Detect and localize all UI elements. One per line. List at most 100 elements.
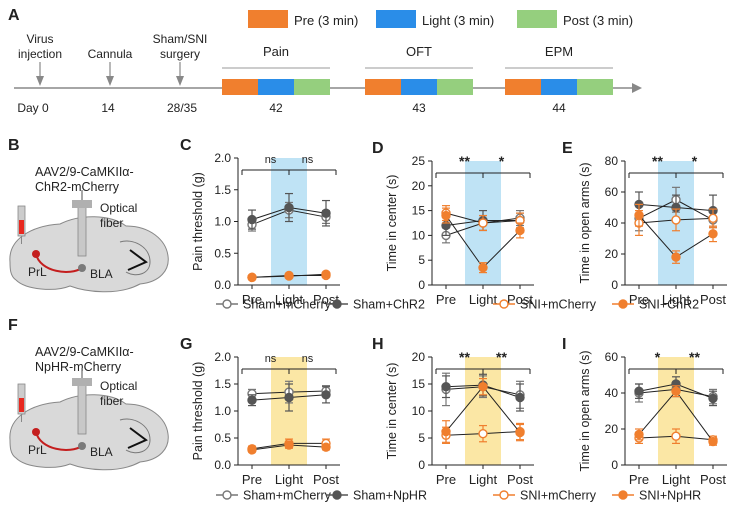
test-oft-post-block bbox=[437, 79, 473, 95]
data-point bbox=[634, 429, 644, 440]
legend-label: Sham+ChR2 bbox=[353, 298, 425, 312]
y-tick-label: 1.0 bbox=[214, 404, 231, 418]
legend-swatch-light bbox=[376, 10, 416, 28]
brain-fold-icon bbox=[119, 418, 151, 454]
test-epm-pre-block bbox=[505, 79, 541, 95]
test-oft: OFT 43 bbox=[365, 44, 473, 115]
x-tick-label: Pre bbox=[242, 472, 262, 487]
sig-label: ns bbox=[302, 154, 314, 166]
y-tick-label: 1.5 bbox=[214, 377, 231, 391]
test-epm-light-block bbox=[541, 79, 577, 95]
y-tick-label: 0 bbox=[611, 278, 618, 292]
legend-item: Sham+mCherry bbox=[216, 489, 332, 503]
test-epm-post-block bbox=[577, 79, 613, 95]
data-point bbox=[634, 386, 644, 396]
legend-label: SNI+NpHR bbox=[639, 489, 701, 503]
y-tick-label: 0.5 bbox=[214, 431, 231, 445]
x-tick-label: Pre bbox=[436, 292, 456, 307]
test-oft-label: OFT bbox=[406, 44, 432, 59]
y-tick-label: 0.0 bbox=[214, 278, 231, 292]
legend-item: SNI+mCherry bbox=[493, 489, 597, 503]
data-point bbox=[515, 225, 525, 236]
y-tick-label: 20 bbox=[605, 422, 619, 436]
legend-marker bbox=[332, 490, 342, 500]
data-point bbox=[247, 445, 257, 455]
sig-label: ns bbox=[302, 353, 314, 365]
sig-label: ns bbox=[265, 154, 277, 166]
y-tick-label: 25 bbox=[412, 154, 426, 168]
series-sni-mcherry bbox=[634, 428, 718, 445]
y-tick-label: 40 bbox=[605, 216, 619, 230]
data-point bbox=[247, 272, 257, 283]
test-epm-day: 44 bbox=[552, 101, 566, 115]
fiber-b-line2: fiber bbox=[100, 216, 123, 230]
test-pain: Pain 42 bbox=[222, 44, 330, 115]
prl-site-icon bbox=[32, 250, 40, 258]
y-tick-label: 0.5 bbox=[214, 246, 231, 260]
y-tick-label: 60 bbox=[605, 185, 619, 199]
legend-label-light: Light (3 min) bbox=[422, 13, 494, 28]
brain-b bbox=[9, 190, 169, 293]
timeline-legend: Pre (3 min) Light (3 min) Post (3 min) bbox=[248, 10, 633, 28]
legend-marker bbox=[222, 299, 232, 309]
data-point bbox=[478, 382, 488, 392]
series-sni-chr2 bbox=[634, 203, 718, 264]
legend-label-pre: Pre (3 min) bbox=[294, 13, 358, 28]
x-tick-label: Pre bbox=[436, 472, 456, 487]
y-tick-label: 1.0 bbox=[214, 215, 231, 229]
panel-label-b: B bbox=[8, 137, 20, 154]
legend-item: Sham+NpHR bbox=[326, 489, 427, 503]
panel-f-diagram: F AAV2/9-CaMKIIα- NpHR-mCherry Optical f… bbox=[8, 317, 169, 471]
data-point bbox=[515, 392, 525, 403]
y-axis-label: Time in open arms (s) bbox=[578, 162, 592, 283]
y-tick-label: 40 bbox=[605, 386, 619, 400]
series-sni-chr2 bbox=[247, 269, 331, 283]
x-tick-label: Light bbox=[275, 472, 304, 487]
sig-label: ** bbox=[459, 349, 470, 365]
test-oft-light-block bbox=[401, 79, 437, 95]
event-surgery-line2: surgery bbox=[160, 47, 200, 61]
test-pain-light-block bbox=[258, 79, 294, 95]
data-point bbox=[478, 428, 488, 439]
y-tick-label: 0 bbox=[611, 458, 618, 472]
series-sni-mcherry bbox=[441, 422, 525, 444]
data-point bbox=[478, 262, 488, 273]
virus-f-line1: AAV2/9-CaMKIIα- bbox=[35, 345, 134, 359]
sig-label: * bbox=[692, 153, 698, 169]
legend-label: SNI+mCherry bbox=[520, 298, 597, 312]
y-tick-label: 60 bbox=[605, 350, 619, 364]
legend-label: SNI+mCherry bbox=[520, 489, 597, 503]
panel-a-timeline: A Pre (3 min) Light (3 min) Post (3 min)… bbox=[8, 7, 642, 115]
y-tick-label: 2.0 bbox=[214, 350, 231, 364]
sig-label: * bbox=[655, 349, 661, 365]
data-point bbox=[441, 426, 451, 437]
x-tick-label: Light bbox=[469, 472, 498, 487]
data-point bbox=[284, 271, 294, 281]
data-point bbox=[671, 386, 681, 396]
fiber-cannula-icon bbox=[77, 205, 87, 257]
data-point bbox=[441, 210, 451, 221]
test-pain-post-block bbox=[294, 79, 330, 95]
legend-label: Sham+mCherry bbox=[243, 298, 332, 312]
legend-marker bbox=[618, 490, 628, 500]
data-point bbox=[708, 229, 718, 239]
region-f-bla: BLA bbox=[90, 445, 113, 459]
event-cannula-day: 14 bbox=[101, 101, 115, 115]
legend-item: Sham+ChR2 bbox=[326, 298, 425, 312]
series-sham-nphr bbox=[247, 383, 331, 412]
virus-f-line2: NpHR-mCherry bbox=[35, 360, 122, 374]
test-pain-pre-block bbox=[222, 79, 258, 95]
series-sni-nphr bbox=[441, 378, 525, 443]
fiber-cannula-icon bbox=[77, 383, 87, 435]
x-tick-label: Pre bbox=[629, 472, 649, 487]
y-tick-label: 0 bbox=[418, 278, 425, 292]
y-tick-label: 5 bbox=[418, 253, 425, 267]
data-point bbox=[634, 210, 644, 220]
fiber-f-line1: Optical bbox=[100, 379, 137, 393]
legend-label: SNI+ChR2 bbox=[639, 298, 699, 312]
region-f-prl: PrL bbox=[28, 443, 47, 457]
x-tick-label: Light bbox=[469, 292, 498, 307]
y-tick-label: 20 bbox=[412, 179, 426, 193]
brain-f bbox=[9, 368, 169, 471]
legend-label: Sham+mCherry bbox=[243, 489, 332, 503]
